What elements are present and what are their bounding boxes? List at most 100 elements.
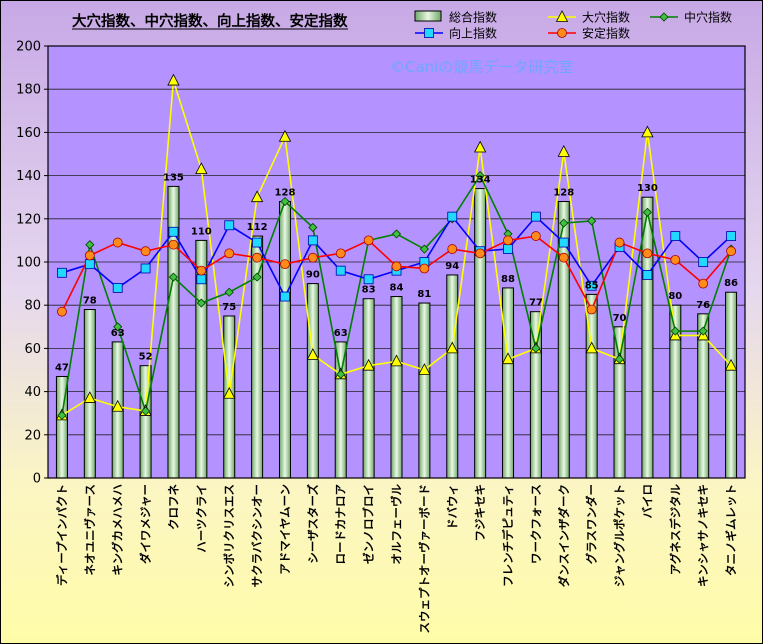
- point: [726, 231, 736, 241]
- point: [57, 410, 67, 420]
- bar: [418, 302, 431, 479]
- data-label: 75: [222, 302, 236, 313]
- point: [362, 358, 375, 371]
- data-label: 83: [362, 285, 376, 296]
- point: [559, 218, 569, 228]
- y-tick-label: 0: [33, 472, 41, 487]
- point: [531, 211, 541, 222]
- y-tick-label: 40: [24, 385, 41, 400]
- point: [501, 352, 515, 365]
- y-tick-label: 100: [16, 256, 41, 271]
- legend-label: 向上指数: [449, 26, 497, 41]
- point: [84, 259, 95, 270]
- category-label: ドバウィ: [445, 484, 459, 530]
- category-label: グラスワンダー: [585, 484, 599, 564]
- axes-frame: [47, 45, 746, 479]
- category-label: タニノギムレット: [724, 484, 738, 576]
- y-tick-label: 80: [24, 299, 41, 314]
- point: [724, 358, 738, 371]
- bar: [725, 291, 738, 479]
- category-label: シンボリクリスエス: [222, 484, 236, 588]
- data-label: 81: [417, 289, 431, 300]
- bar: [529, 311, 542, 479]
- bar: [446, 274, 459, 479]
- category-label: ワークフォース: [529, 484, 543, 564]
- point: [587, 216, 597, 226]
- category-label: ダンスインザダーク: [557, 484, 571, 587]
- point: [698, 326, 708, 336]
- point: [586, 280, 597, 291]
- category-label: アグネスデジタル: [668, 484, 682, 576]
- data-label: 63: [334, 328, 348, 339]
- bar: [641, 196, 654, 479]
- point: [112, 237, 123, 248]
- point: [113, 322, 123, 332]
- data-label: 112: [247, 222, 268, 233]
- point: [252, 272, 262, 282]
- point: [391, 229, 402, 239]
- point: [670, 231, 681, 241]
- point: [475, 171, 485, 181]
- point: [168, 272, 179, 282]
- point: [585, 341, 598, 354]
- data-label: 80: [668, 291, 682, 302]
- point: [195, 162, 208, 175]
- point: [168, 226, 179, 237]
- y-tick-label: 140: [16, 169, 41, 184]
- data-label: 84: [390, 283, 404, 294]
- category-label: アドマイヤムーン: [278, 484, 292, 575]
- point: [659, 12, 669, 22]
- chart-title: 大穴指数、中穴指数、向上指数、安定指数: [72, 12, 348, 30]
- category-label: キンシャサノキセキ: [696, 484, 710, 587]
- legend-label: 総合指数: [449, 10, 497, 25]
- point: [531, 343, 541, 353]
- point: [111, 399, 124, 412]
- point: [57, 267, 67, 278]
- y-tick-label: 60: [24, 342, 41, 357]
- point: [252, 237, 263, 248]
- point: [531, 231, 541, 241]
- category-label: ハーツクライ: [194, 484, 208, 553]
- data-label: 86: [724, 278, 738, 289]
- point: [335, 248, 346, 259]
- category-label: フレンチデピュティ: [501, 484, 515, 587]
- category-label: クロフネ: [166, 484, 180, 530]
- category-label: サクラバクシンオー: [250, 484, 264, 587]
- point: [336, 369, 346, 379]
- point: [642, 270, 653, 280]
- data-label: 130: [637, 183, 658, 194]
- point: [223, 386, 236, 399]
- data-label: 88: [501, 274, 515, 285]
- point: [473, 140, 487, 153]
- point: [167, 73, 180, 86]
- point: [280, 259, 290, 270]
- point: [250, 190, 264, 203]
- point: [363, 235, 374, 246]
- point: [557, 144, 570, 157]
- point: [447, 211, 458, 222]
- data-label: 70: [613, 313, 627, 324]
- point: [335, 265, 346, 276]
- point: [557, 28, 567, 38]
- data-label: 94: [445, 261, 459, 272]
- point: [224, 220, 235, 231]
- point: [390, 354, 403, 367]
- bar: [474, 188, 487, 479]
- point: [419, 244, 429, 254]
- legend-label: 中穴指数: [684, 10, 732, 25]
- category-label: キングカメハメハ: [111, 484, 125, 576]
- point: [85, 240, 95, 250]
- point: [670, 326, 680, 336]
- data-label: 76: [696, 300, 710, 311]
- point: [140, 246, 151, 257]
- point: [280, 196, 290, 207]
- point: [555, 10, 569, 22]
- point: [447, 244, 458, 254]
- point: [670, 254, 681, 265]
- point: [168, 239, 179, 250]
- bar: [362, 298, 375, 479]
- category-label: フジキセキ: [473, 484, 487, 542]
- data-label: 85: [585, 280, 599, 291]
- data-label: 128: [553, 188, 574, 199]
- point: [306, 348, 320, 360]
